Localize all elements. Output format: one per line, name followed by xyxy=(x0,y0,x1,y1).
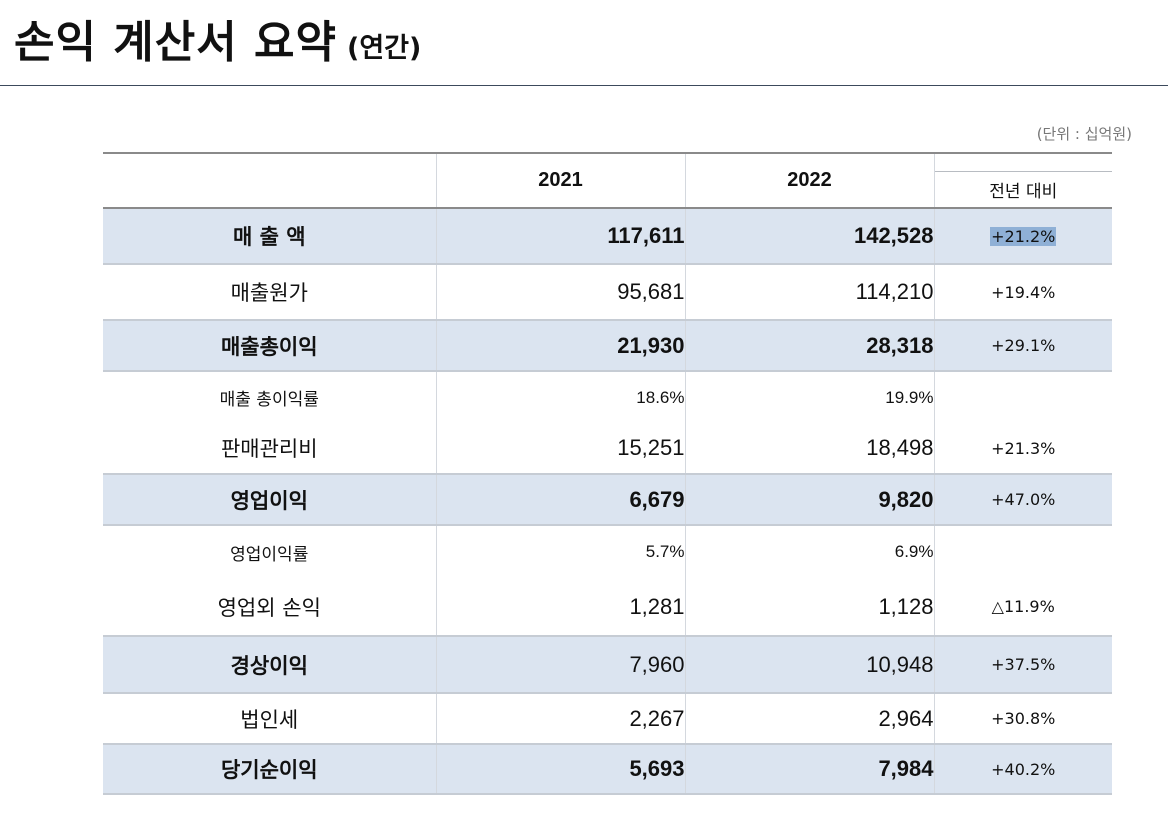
title-subtitle: (연간) xyxy=(347,33,422,64)
row-label: 매출원가 xyxy=(103,264,436,321)
cell-yoy: +30.8% xyxy=(933,693,1112,745)
cell-yoy: +29.1% xyxy=(933,320,1112,372)
title-divider xyxy=(0,85,1168,86)
cell-2021: 18.6% xyxy=(435,371,685,423)
table-row: 판매관리비 15,251 18,498 +21.3% xyxy=(103,423,1112,475)
cell-2022: 10,948 xyxy=(684,636,934,694)
row-label: 경상이익 xyxy=(103,636,436,694)
row-label: 당기순이익 xyxy=(103,744,436,795)
cell-2022: 9,820 xyxy=(684,474,934,526)
cell-2021: 6,679 xyxy=(435,474,685,526)
cell-yoy xyxy=(933,371,1112,423)
cell-2022: 7,984 xyxy=(684,744,934,795)
header-2021: 2021 xyxy=(435,153,685,209)
cell-2021: 117,611 xyxy=(435,208,685,265)
row-label: 매출 총이익률 xyxy=(219,390,319,410)
income-statement-table: 2021 2022 전년 대비 매 출 액 117,611 142,528 +2… xyxy=(103,152,1112,795)
header-yoy: 전년 대비 xyxy=(933,153,1112,209)
table-header-row: 2021 2022 전년 대비 xyxy=(103,153,1112,209)
cell-2021: 2,267 xyxy=(435,693,685,745)
title-main: 손익 계산서 요약 xyxy=(14,17,337,68)
table-row: 영업외 손익 1,281 1,128 △11.9% xyxy=(103,578,1112,637)
cell-yoy[interactable]: +21.2% xyxy=(933,208,1112,265)
cell-yoy: +40.2% xyxy=(933,744,1112,795)
cell-2022: 114,210 xyxy=(684,264,934,321)
unit-note: (단위 : 십억원) xyxy=(1036,125,1132,143)
cell-2022: 1,128 xyxy=(684,578,934,637)
cell-2022: 18,498 xyxy=(684,423,934,475)
cell-yoy: +37.5% xyxy=(933,636,1112,694)
row-label: 영업이익 xyxy=(103,474,436,526)
selected-text[interactable]: +21.2% xyxy=(990,226,1057,246)
page-title: 손익 계산서 요약 (연간) xyxy=(14,6,421,70)
header-yoy-label: 전년 대비 xyxy=(934,171,1112,207)
table-row: 매출 총이익률 18.6% 19.9% xyxy=(103,371,1112,423)
header-item xyxy=(103,153,436,209)
cell-2021: 5.7% xyxy=(435,525,685,578)
row-label: 판매관리비 xyxy=(103,423,436,475)
cell-2021: 7,960 xyxy=(435,636,685,694)
table-row: 매출원가 95,681 114,210 +19.4% xyxy=(103,264,1112,321)
row-label: 영업이익률 xyxy=(230,544,309,565)
cell-2022: 28,318 xyxy=(684,320,934,372)
cell-yoy xyxy=(933,525,1112,578)
table-row: 영업이익률 5.7% 6.9% xyxy=(103,525,1112,578)
cell-2022: 2,964 xyxy=(684,693,934,745)
cell-2021: 15,251 xyxy=(435,423,685,475)
cell-2021: 5,693 xyxy=(435,744,685,795)
cell-yoy: △11.9% xyxy=(933,578,1112,637)
table-row: 경상이익 7,960 10,948 +37.5% xyxy=(103,636,1112,694)
table-row: 영업이익 6,679 9,820 +47.0% xyxy=(103,474,1112,526)
cell-2022: 19.9% xyxy=(684,371,934,423)
cell-2022: 6.9% xyxy=(684,525,934,578)
row-label: 영업외 손익 xyxy=(103,578,436,637)
row-label: 매 출 액 xyxy=(103,208,436,265)
cell-2022: 142,528 xyxy=(684,208,934,265)
table-row: 매출총이익 21,930 28,318 +29.1% xyxy=(103,320,1112,372)
table-row: 법인세 2,267 2,964 +30.8% xyxy=(103,693,1112,745)
cell-2021: 21,930 xyxy=(435,320,685,372)
cell-2021: 95,681 xyxy=(435,264,685,321)
table-row: 당기순이익 5,693 7,984 +40.2% xyxy=(103,744,1112,795)
row-label: 법인세 xyxy=(103,693,436,745)
cell-2021: 1,281 xyxy=(435,578,685,637)
cell-yoy: +21.3% xyxy=(933,423,1112,475)
table-row: 매 출 액 117,611 142,528 +21.2% xyxy=(103,208,1112,265)
row-label: 매출총이익 xyxy=(103,320,436,372)
cell-yoy: +47.0% xyxy=(933,474,1112,526)
header-2022: 2022 xyxy=(684,153,934,209)
cell-yoy: +19.4% xyxy=(933,264,1112,321)
